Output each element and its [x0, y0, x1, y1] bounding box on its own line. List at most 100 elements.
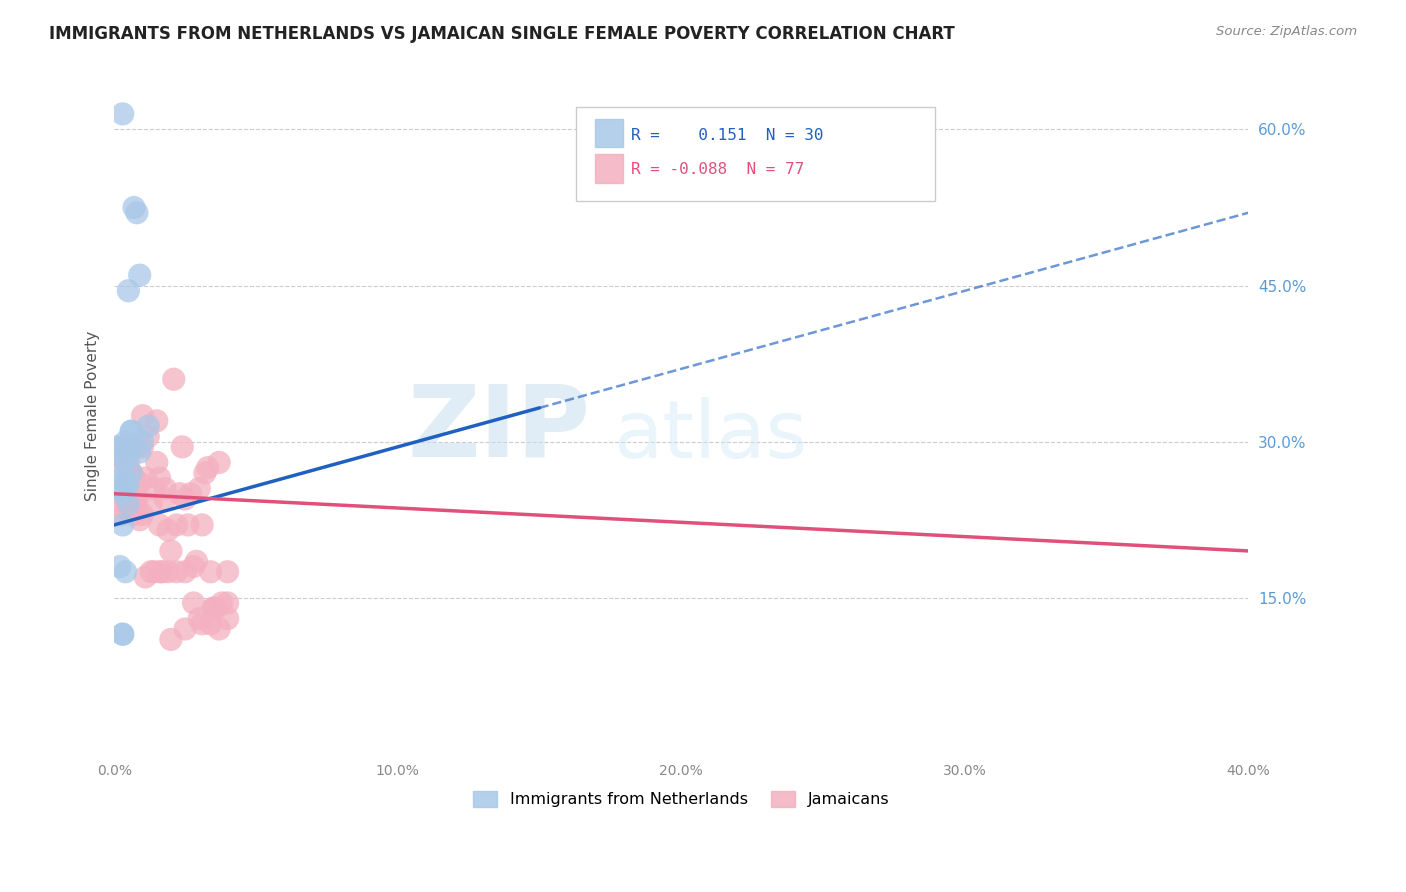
Point [148, 517, 170, 532]
Point [117, 497, 139, 511]
Point [108, 502, 131, 516]
Point [111, 517, 134, 532]
Point [200, 565, 222, 579]
Point [136, 419, 159, 434]
Point [125, 491, 148, 506]
Point [217, 596, 239, 610]
Legend: Immigrants from Netherlands, Jamaicans: Immigrants from Netherlands, Jamaicans [467, 784, 896, 814]
Point [128, 476, 150, 491]
Point [157, 565, 180, 579]
Point [125, 205, 148, 219]
Point [131, 508, 153, 522]
Point [111, 445, 134, 459]
Point [114, 486, 136, 500]
Point [152, 565, 174, 579]
Point [186, 554, 208, 568]
Point [188, 611, 211, 625]
Point [111, 445, 134, 459]
Point [120, 466, 142, 480]
Point [205, 601, 228, 615]
Point [148, 471, 170, 485]
Point [188, 482, 211, 496]
Text: atlas: atlas [613, 397, 807, 475]
Point [202, 601, 225, 615]
Point [122, 491, 145, 506]
Point [125, 502, 148, 516]
Text: ZIP: ZIP [408, 381, 591, 478]
Point [177, 517, 200, 532]
Point [142, 482, 165, 496]
Y-axis label: Single Female Poverty: Single Female Poverty [86, 331, 100, 500]
Point [145, 455, 167, 469]
Point [163, 372, 186, 386]
Point [114, 565, 136, 579]
Point [108, 450, 131, 465]
Point [117, 445, 139, 459]
Point [108, 559, 131, 574]
Point [117, 455, 139, 469]
Point [145, 414, 167, 428]
Point [111, 440, 134, 454]
Point [111, 508, 134, 522]
Point [142, 565, 165, 579]
Point [197, 460, 219, 475]
Point [128, 445, 150, 459]
Point [111, 107, 134, 121]
Text: IMMIGRANTS FROM NETHERLANDS VS JAMAICAN SINGLE FEMALE POVERTY CORRELATION CHART: IMMIGRANTS FROM NETHERLANDS VS JAMAICAN … [49, 25, 955, 43]
Point [117, 466, 139, 480]
Point [114, 450, 136, 465]
Point [208, 455, 231, 469]
Point [180, 486, 202, 500]
Point [108, 460, 131, 475]
Text: Source: ZipAtlas.com: Source: ZipAtlas.com [1216, 25, 1357, 38]
Point [166, 565, 188, 579]
Point [208, 622, 231, 636]
Point [166, 517, 188, 532]
Point [111, 627, 134, 641]
Point [217, 611, 239, 625]
Point [128, 268, 150, 282]
Point [136, 429, 159, 443]
Point [111, 627, 134, 641]
Point [120, 424, 142, 438]
Point [217, 565, 239, 579]
Point [114, 455, 136, 469]
Point [114, 434, 136, 449]
Point [174, 491, 197, 506]
Point [160, 544, 183, 558]
Point [148, 565, 170, 579]
Point [134, 471, 156, 485]
Point [194, 466, 217, 480]
Point [191, 616, 214, 631]
Point [111, 450, 134, 465]
Point [122, 440, 145, 454]
Point [114, 455, 136, 469]
Point [108, 482, 131, 496]
Point [183, 596, 205, 610]
Text: R = -0.088  N = 77: R = -0.088 N = 77 [631, 162, 804, 178]
Point [169, 486, 191, 500]
Point [114, 482, 136, 496]
Point [155, 491, 177, 506]
Point [117, 502, 139, 516]
Point [122, 508, 145, 522]
Point [174, 565, 197, 579]
Point [120, 440, 142, 454]
Point [117, 476, 139, 491]
Point [122, 201, 145, 215]
Text: R =    0.151  N = 30: R = 0.151 N = 30 [631, 128, 824, 143]
Point [108, 482, 131, 496]
Point [157, 523, 180, 537]
Point [160, 632, 183, 647]
Point [139, 497, 162, 511]
Point [122, 471, 145, 485]
Point [200, 616, 222, 631]
Point [128, 440, 150, 454]
Point [211, 596, 233, 610]
Point [117, 284, 139, 298]
Point [120, 466, 142, 480]
Point [131, 434, 153, 449]
Point [139, 565, 162, 579]
Point [105, 440, 128, 454]
Point [111, 471, 134, 485]
